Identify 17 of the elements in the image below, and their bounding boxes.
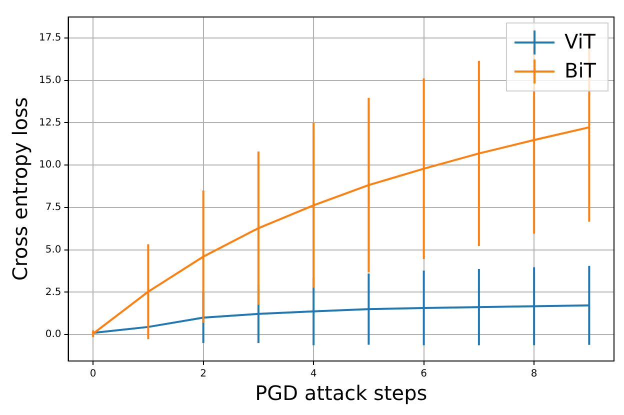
y-tick-label: 5.0: [45, 244, 62, 256]
y-tick-label: 12.5: [39, 117, 62, 128]
legend-label: ViT: [564, 30, 596, 54]
x-tick-label: 8: [530, 368, 538, 380]
y-tick-label: 2.5: [45, 286, 62, 298]
legend-label: BiT: [564, 58, 597, 83]
y-tick-label: 0.0: [45, 329, 62, 340]
y-axis-title: Cross entropy loss: [8, 97, 32, 281]
y-tick-label: 15.0: [39, 74, 62, 86]
y-tick-label: 7.5: [45, 202, 62, 214]
x-axis-title: PGD attack steps: [255, 381, 428, 406]
y-tick-label: 10.0: [39, 160, 62, 171]
y-tick-label: 17.5: [39, 32, 62, 44]
x-tick-label: 4: [310, 368, 317, 380]
x-tick-label: 2: [200, 368, 207, 380]
x-tick-label: 0: [90, 368, 96, 380]
x-tick-label: 6: [420, 368, 428, 380]
